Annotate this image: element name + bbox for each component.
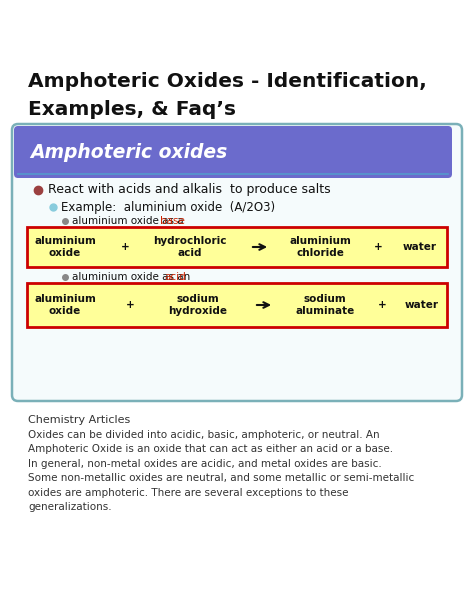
Text: +: + [374,242,383,252]
Text: acid: acid [164,272,186,282]
Text: Oxides can be divided into acidic, basic, amphoteric, or neutral. An
Amphoteric : Oxides can be divided into acidic, basic… [28,430,414,512]
Text: aluminium
oxide: aluminium oxide [34,294,96,316]
Text: water: water [405,300,439,310]
FancyBboxPatch shape [27,283,447,327]
Text: aluminium
chloride: aluminium chloride [289,236,351,258]
Text: React with acids and alkalis  to produce salts: React with acids and alkalis to produce … [48,183,331,197]
Text: Amphoteric Oxides - Identification,: Amphoteric Oxides - Identification, [28,72,427,91]
FancyBboxPatch shape [12,124,462,401]
FancyBboxPatch shape [14,126,452,178]
Text: aluminium oxide as a: aluminium oxide as a [72,216,187,226]
Text: Example:  aluminium oxide  (A/2O3): Example: aluminium oxide (A/2O3) [61,200,275,213]
Text: aluminium
oxide: aluminium oxide [34,236,96,258]
Text: +: + [378,300,386,310]
FancyBboxPatch shape [27,227,447,267]
Text: +: + [126,300,134,310]
Text: sodium
hydroxide: sodium hydroxide [168,294,228,316]
Text: Amphoteric oxides: Amphoteric oxides [30,142,227,161]
Text: water: water [403,242,437,252]
Text: Chemistry Articles: Chemistry Articles [28,415,130,425]
Text: base: base [160,216,185,226]
Text: hydrochloric
acid: hydrochloric acid [153,236,227,258]
Text: Examples, & Faq’s: Examples, & Faq’s [28,100,236,119]
Text: +: + [120,242,129,252]
Text: aluminium oxide as an: aluminium oxide as an [72,272,193,282]
Text: sodium
aluminate: sodium aluminate [295,294,355,316]
